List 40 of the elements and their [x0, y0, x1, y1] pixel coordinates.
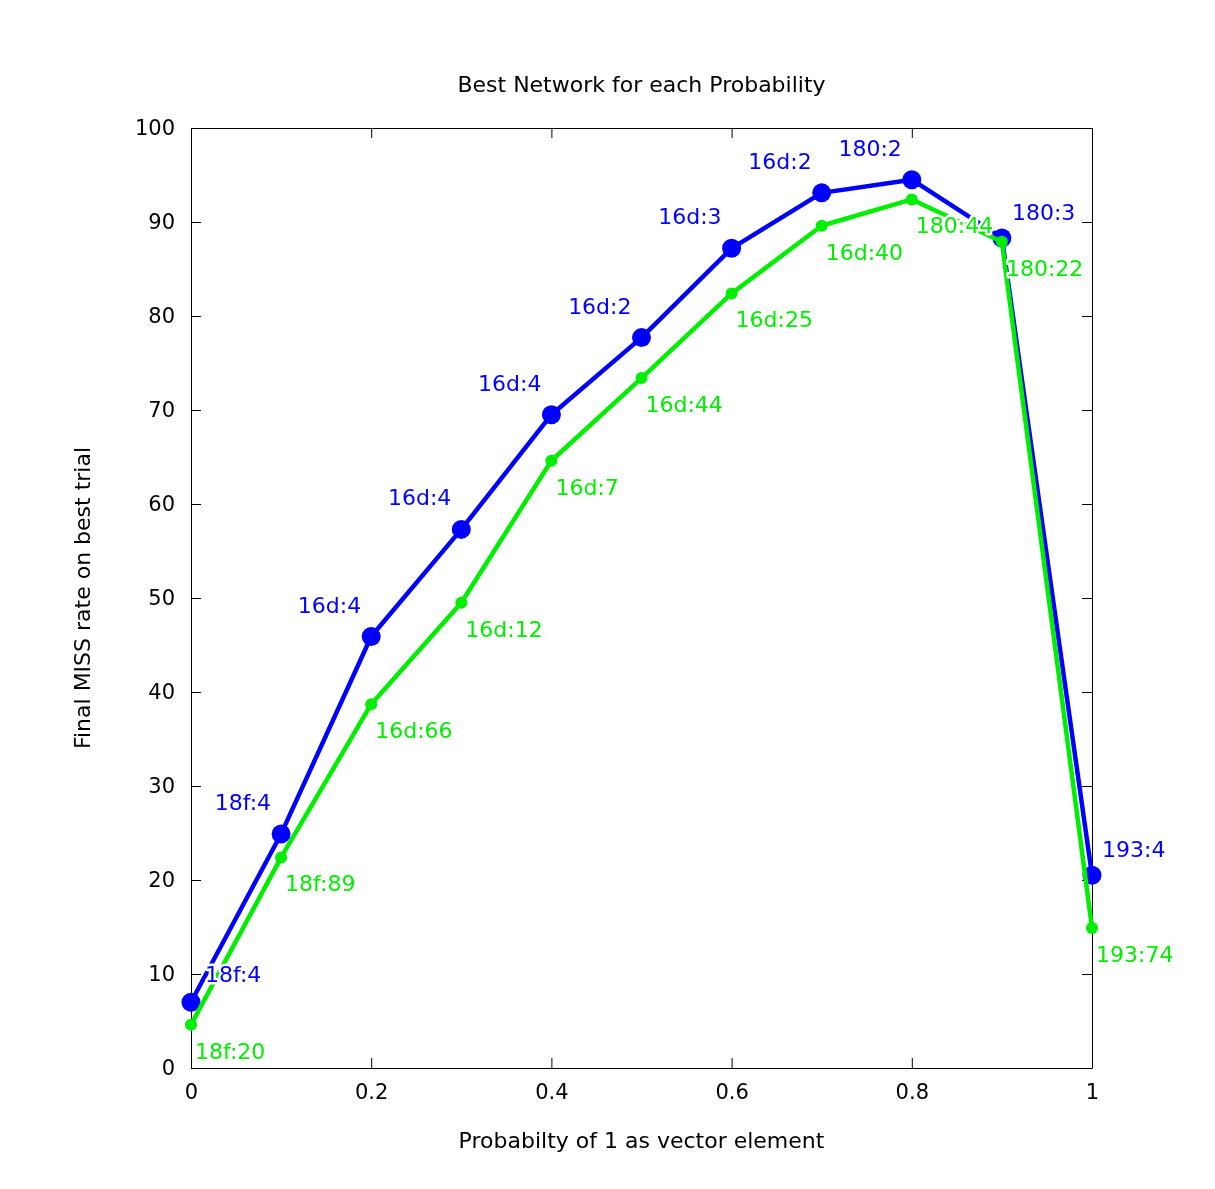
x-tick-label: 0.2	[355, 1079, 389, 1104]
annotation: 18f:4	[214, 789, 272, 815]
y-axis-title: Final MISS rate on best trial	[70, 446, 95, 750]
annotation: 180:3	[1011, 199, 1076, 225]
annotation: 16d:66	[375, 718, 453, 744]
y-tick-label: 50	[148, 586, 175, 611]
annotation: 16d:2	[568, 293, 632, 319]
y-tick-label: 0	[161, 1056, 175, 1081]
annotation: 16d:4	[387, 485, 452, 511]
y-tick-label: 10	[148, 962, 175, 987]
y-tick-label: 20	[148, 868, 175, 893]
annotation: 16d:3	[658, 204, 722, 230]
y-tick-label: 100	[134, 116, 175, 141]
x-tick-label: 0.4	[535, 1079, 569, 1104]
x-tick-label: 1	[1085, 1079, 1100, 1104]
chart-title: Best Network for each Probability	[457, 72, 826, 97]
annotation: 18f:20	[195, 1038, 266, 1064]
annotation: 16d:4	[297, 592, 362, 618]
annotation: 16d:40	[825, 239, 904, 265]
y-tick-label: 60	[148, 492, 175, 517]
annotation: 16d:4	[478, 370, 542, 396]
y-tick-label: 30	[148, 774, 175, 799]
y-tick-label: 70	[148, 398, 175, 423]
annotation: 16d:25	[735, 307, 813, 333]
annotation: 180:22	[1005, 255, 1084, 281]
x-tick-label: 0.8	[895, 1079, 929, 1104]
annotation: 193:74	[1096, 941, 1174, 967]
x-tick-label: 0	[184, 1079, 199, 1104]
annotation: 18f:89	[285, 871, 356, 897]
x-axis-title: Probabilty of 1 as vector element	[458, 1128, 825, 1153]
y-tick-label: 40	[148, 680, 175, 705]
annotation: 180:2	[838, 135, 902, 161]
annotation: 16d:12	[465, 616, 543, 642]
annotation: 16d:44	[645, 392, 723, 418]
y-tick-label: 90	[148, 210, 175, 235]
annotation: 16d:2	[748, 148, 812, 174]
annotation: 16d:7	[555, 474, 619, 500]
x-tick-label: 0.6	[715, 1079, 749, 1104]
annotation: 193:4	[1102, 837, 1166, 863]
y-tick-label: 80	[148, 304, 175, 329]
